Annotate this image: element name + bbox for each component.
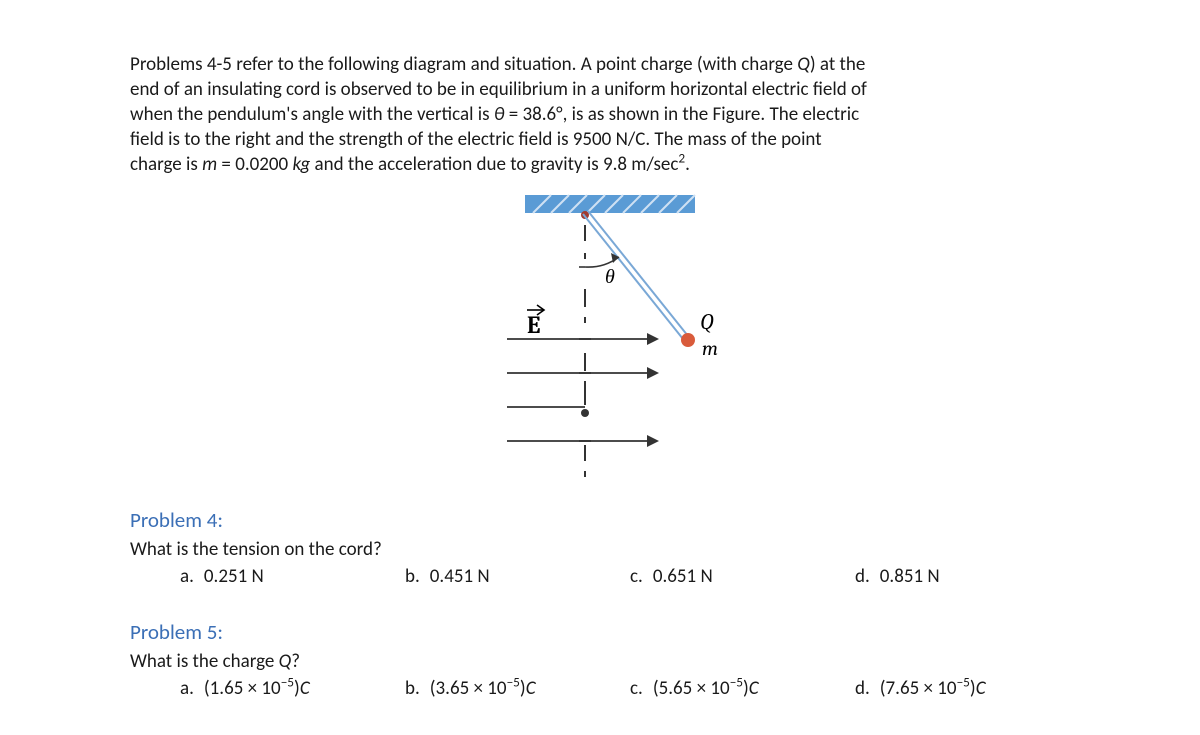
problem5-question: What is the charge Q? bbox=[130, 649, 1080, 674]
option-value: (7.65 × 10−5)C bbox=[880, 676, 986, 701]
option-letter: a. bbox=[180, 564, 194, 589]
figure-container: θ E bbox=[130, 189, 1080, 489]
problem5-question-text: What is the charge bbox=[130, 650, 279, 673]
intro-text: end of an insulating cord is observed to… bbox=[130, 78, 867, 101]
option-value: 0.851 N bbox=[880, 564, 940, 589]
intro-Q: Q bbox=[797, 53, 810, 76]
problem4-heading: Problem 4: bbox=[130, 507, 1080, 535]
option-letter: b. bbox=[405, 564, 420, 589]
option-value: (3.65 × 10−5)C bbox=[430, 676, 536, 701]
option-value: 0.251 N bbox=[204, 564, 264, 589]
intro-dot: . bbox=[685, 153, 690, 176]
problem5-option-d: d. (7.65 × 10−5)C bbox=[855, 676, 1080, 701]
option-letter: c. bbox=[630, 564, 643, 589]
intro-text: charge is bbox=[130, 153, 202, 176]
problem5-option-b: b. (3.65 × 10−5)C bbox=[405, 676, 630, 701]
problem4-option-c: c. 0.651 N bbox=[630, 564, 855, 589]
intro-text: and the acceleration due to gravity is 9… bbox=[310, 153, 678, 176]
efield-label: E bbox=[527, 311, 540, 339]
intro-m: m bbox=[202, 153, 217, 176]
option-letter: a. bbox=[180, 676, 194, 701]
ceiling-rect bbox=[525, 195, 695, 213]
option-letter: b. bbox=[405, 676, 420, 701]
intro-text: ) at the bbox=[810, 53, 865, 76]
page: Problems 4-5 refer to the following diag… bbox=[0, 0, 1200, 731]
intro-text: when the pendulum's angle with the verti… bbox=[130, 103, 494, 126]
charge-icon bbox=[681, 333, 695, 347]
problem4-options: a. 0.251 N b. 0.451 N c. 0.651 N d. 0.85… bbox=[180, 564, 1080, 589]
problem4-option-b: b. 0.451 N bbox=[405, 564, 630, 589]
option-letter: d. bbox=[855, 564, 870, 589]
option-letter: d. bbox=[855, 676, 870, 701]
problem4-option-a: a. 0.251 N bbox=[180, 564, 405, 589]
intro-mval: 0.0200 bbox=[235, 153, 292, 176]
intro-theta: θ bbox=[494, 103, 505, 126]
efield-arrows bbox=[507, 333, 659, 447]
problem4-option-d: d. 0.851 N bbox=[855, 564, 1080, 589]
pendulum-diagram: θ E bbox=[455, 189, 755, 489]
intro-text: Problems 4-5 refer to the following diag… bbox=[130, 53, 797, 76]
intro-paragraph: Problems 4-5 refer to the following diag… bbox=[130, 52, 1080, 177]
option-value: (5.65 × 10−5)C bbox=[653, 676, 759, 701]
spacer bbox=[130, 589, 1080, 613]
problem5-option-a: a. (1.65 × 10−5)C bbox=[180, 676, 405, 701]
option-value: 0.451 N bbox=[430, 564, 490, 589]
intro-kg: kg bbox=[292, 153, 310, 176]
problem5-question-Q: Q bbox=[279, 650, 292, 673]
option-letter: c. bbox=[630, 676, 643, 701]
problem5-question-text: ? bbox=[291, 650, 300, 673]
charge-m-label: m bbox=[702, 337, 718, 360]
theta-label: θ bbox=[605, 265, 615, 288]
charge-Q-label: Q bbox=[700, 309, 714, 335]
intro-text: field is to the right and the strength o… bbox=[130, 128, 822, 151]
intro-eq: = bbox=[217, 153, 235, 176]
cord bbox=[583, 211, 688, 339]
problem4-question: What is the tension on the cord? bbox=[130, 537, 1080, 562]
problem5-options: a. (1.65 × 10−5)C b. (3.65 × 10−5)C c. (… bbox=[180, 676, 1080, 701]
intro-text: , is as shown in the Figure. The electri… bbox=[563, 103, 860, 126]
option-value: (1.65 × 10−5)C bbox=[204, 676, 310, 701]
intro-eq: = bbox=[504, 103, 522, 126]
problem5-option-c: c. (5.65 × 10−5)C bbox=[630, 676, 855, 701]
intro-angle: 38.6° bbox=[523, 103, 563, 126]
problem5-heading: Problem 5: bbox=[130, 619, 1080, 647]
option-value: 0.651 N bbox=[653, 564, 713, 589]
